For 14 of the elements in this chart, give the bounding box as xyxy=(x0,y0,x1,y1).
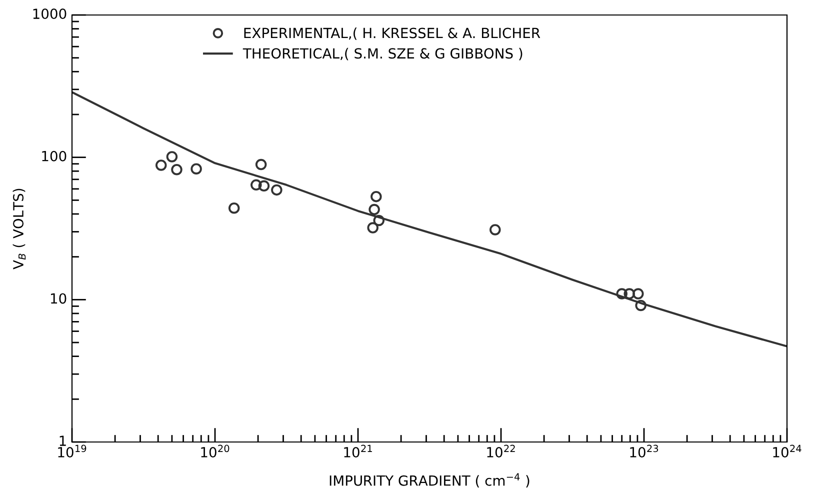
x-tick-label: 10$^{22}$ xyxy=(487,444,515,458)
x-tick-label: 10$^{21}$ xyxy=(344,444,372,458)
x-tick-label: 10$^{23}$ xyxy=(630,444,658,458)
y-tick-label: 1 xyxy=(60,436,66,446)
y-tick-label: 1000 xyxy=(33,8,66,20)
x-axis-title: IMPURITY GRADIENT ( cm$^{−4}$ ) xyxy=(330,473,530,488)
y-tick-label: 100 xyxy=(42,150,66,162)
x-tick-label: 10$^{24}$ xyxy=(773,444,802,458)
legend-label: EXPERIMENTAL,( H. KRESSEL & A. BLICHER xyxy=(244,28,540,40)
x-tick-label: 10$^{19}$ xyxy=(58,444,86,458)
x-tick-label: 10$^{20}$ xyxy=(201,444,230,458)
y-axis-title: V$_{B}$ ( VOLTS) xyxy=(12,188,26,270)
legend-label: THEORETICAL,( S.M. SZE & G GIBBONS ) xyxy=(242,48,522,60)
y-tick-label: 10 xyxy=(50,293,66,304)
